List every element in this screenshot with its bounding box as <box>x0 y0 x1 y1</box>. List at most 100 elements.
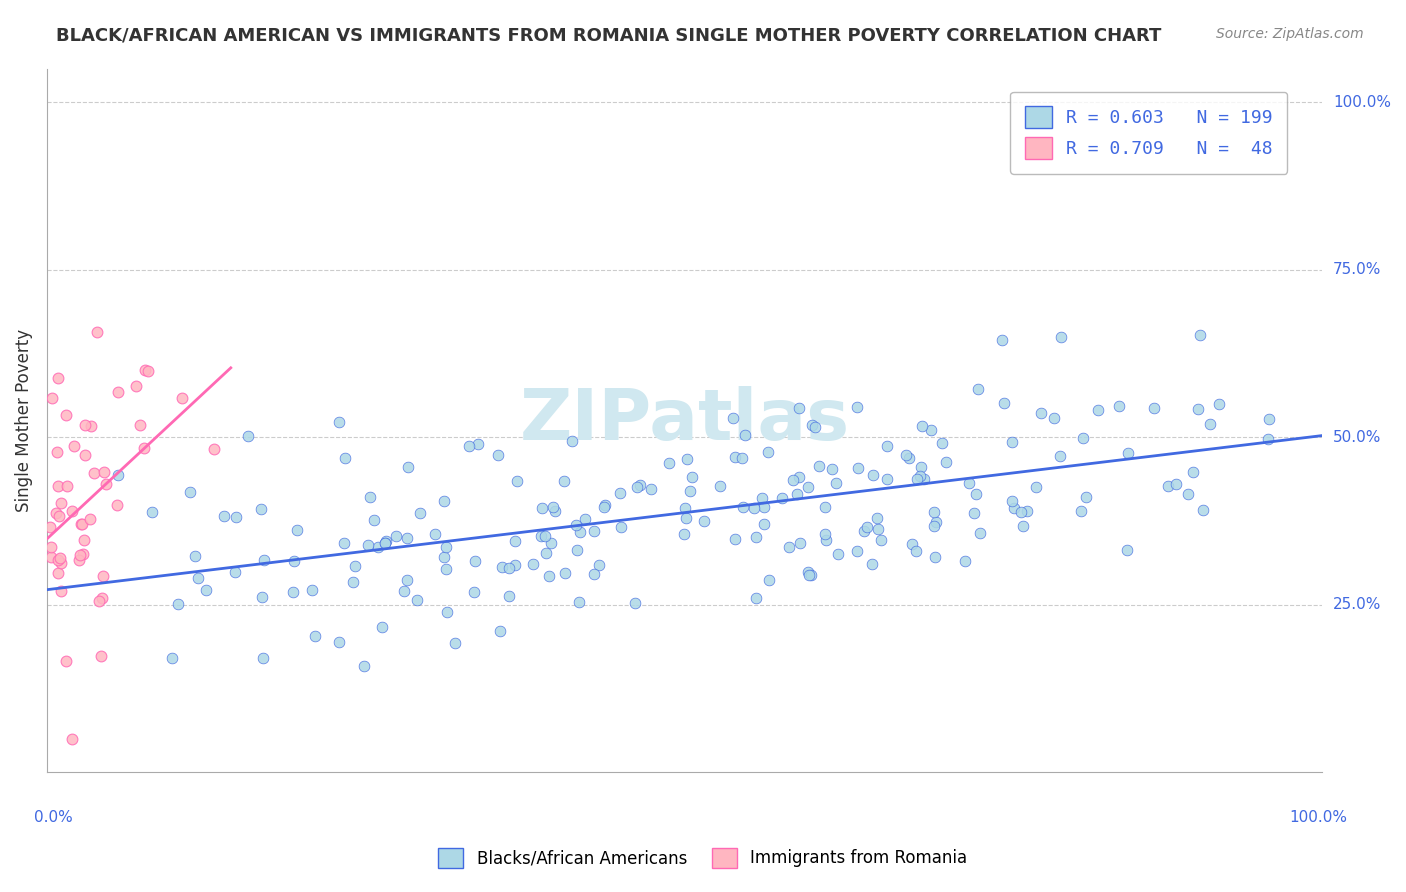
Point <box>931 436 953 450</box>
Point <box>91 569 114 583</box>
Point <box>682 470 704 484</box>
Point <box>359 490 381 504</box>
Point <box>374 533 396 548</box>
Point <box>86 326 108 340</box>
Point <box>179 484 201 499</box>
Point <box>675 452 697 467</box>
Point <box>991 333 1014 347</box>
Point <box>963 506 986 520</box>
Point <box>238 429 260 443</box>
Point <box>443 636 465 650</box>
Point <box>804 420 827 434</box>
Point <box>467 437 489 451</box>
Point <box>195 582 218 597</box>
Point <box>301 583 323 598</box>
Point <box>55 479 77 493</box>
Point <box>129 417 152 432</box>
Text: 100.0%: 100.0% <box>1333 95 1391 110</box>
Point <box>396 459 419 474</box>
Point <box>852 524 875 538</box>
Point <box>1071 431 1094 445</box>
Point <box>458 439 481 453</box>
Point <box>356 538 378 552</box>
Point <box>281 585 304 599</box>
Point <box>425 527 447 541</box>
Point <box>624 596 647 610</box>
Point <box>846 460 869 475</box>
Point <box>568 595 591 609</box>
Point <box>1031 406 1053 420</box>
Point <box>93 465 115 479</box>
Point <box>868 522 890 536</box>
Point <box>41 391 63 405</box>
Point <box>530 500 553 515</box>
Point <box>734 427 756 442</box>
Point <box>1198 417 1220 431</box>
Point <box>745 591 768 606</box>
Point <box>673 500 696 515</box>
Point <box>489 624 512 638</box>
Point <box>897 451 920 466</box>
Point <box>569 524 592 539</box>
Point <box>1116 543 1139 558</box>
Text: 50.0%: 50.0% <box>1333 430 1381 445</box>
Point <box>787 469 810 483</box>
Text: 0.0%: 0.0% <box>34 810 73 825</box>
Point <box>731 500 754 514</box>
Point <box>814 500 837 514</box>
Point <box>134 441 156 455</box>
Point <box>876 440 898 454</box>
Point <box>869 533 891 547</box>
Point <box>911 419 934 434</box>
Point <box>107 385 129 400</box>
Point <box>353 659 375 673</box>
Point <box>862 468 884 483</box>
Point <box>554 566 576 581</box>
Point <box>910 460 932 475</box>
Point <box>1188 327 1211 342</box>
Point <box>1010 505 1032 519</box>
Point <box>610 520 633 534</box>
Point <box>821 462 844 476</box>
Point <box>363 513 385 527</box>
Point <box>679 483 702 498</box>
Point <box>136 364 159 378</box>
Point <box>824 475 846 490</box>
Point <box>724 533 747 547</box>
Point <box>582 567 605 582</box>
Point <box>224 566 246 580</box>
Point <box>55 408 77 422</box>
Point <box>70 517 93 532</box>
Point <box>1257 411 1279 425</box>
Point <box>498 560 520 574</box>
Point <box>1116 445 1139 459</box>
Point <box>827 547 849 561</box>
Point <box>628 478 651 492</box>
Text: BLACK/AFRICAN AMERICAN VS IMMIGRANTS FROM ROMANIA SINGLE MOTHER POVERTY CORRELAT: BLACK/AFRICAN AMERICAN VS IMMIGRANTS FRO… <box>56 27 1161 45</box>
Point <box>434 540 457 554</box>
Point <box>371 619 394 633</box>
Point <box>778 540 800 554</box>
Point <box>1001 493 1024 508</box>
Y-axis label: Single Mother Poverty: Single Mother Poverty <box>15 329 32 512</box>
Point <box>752 516 775 531</box>
Point <box>170 391 193 405</box>
Point <box>815 533 838 548</box>
Point <box>544 504 567 518</box>
Point <box>758 573 780 587</box>
Point <box>252 650 274 665</box>
Point <box>787 401 810 415</box>
Point <box>782 474 804 488</box>
Point <box>396 531 419 545</box>
Text: 75.0%: 75.0% <box>1333 262 1381 277</box>
Point <box>107 468 129 483</box>
Point <box>756 445 779 459</box>
Point <box>800 568 823 582</box>
Point <box>561 434 583 449</box>
Point <box>73 533 96 548</box>
Point <box>90 591 112 606</box>
Point <box>533 529 555 543</box>
Point <box>541 500 564 515</box>
Point <box>593 500 616 514</box>
Point <box>565 518 588 533</box>
